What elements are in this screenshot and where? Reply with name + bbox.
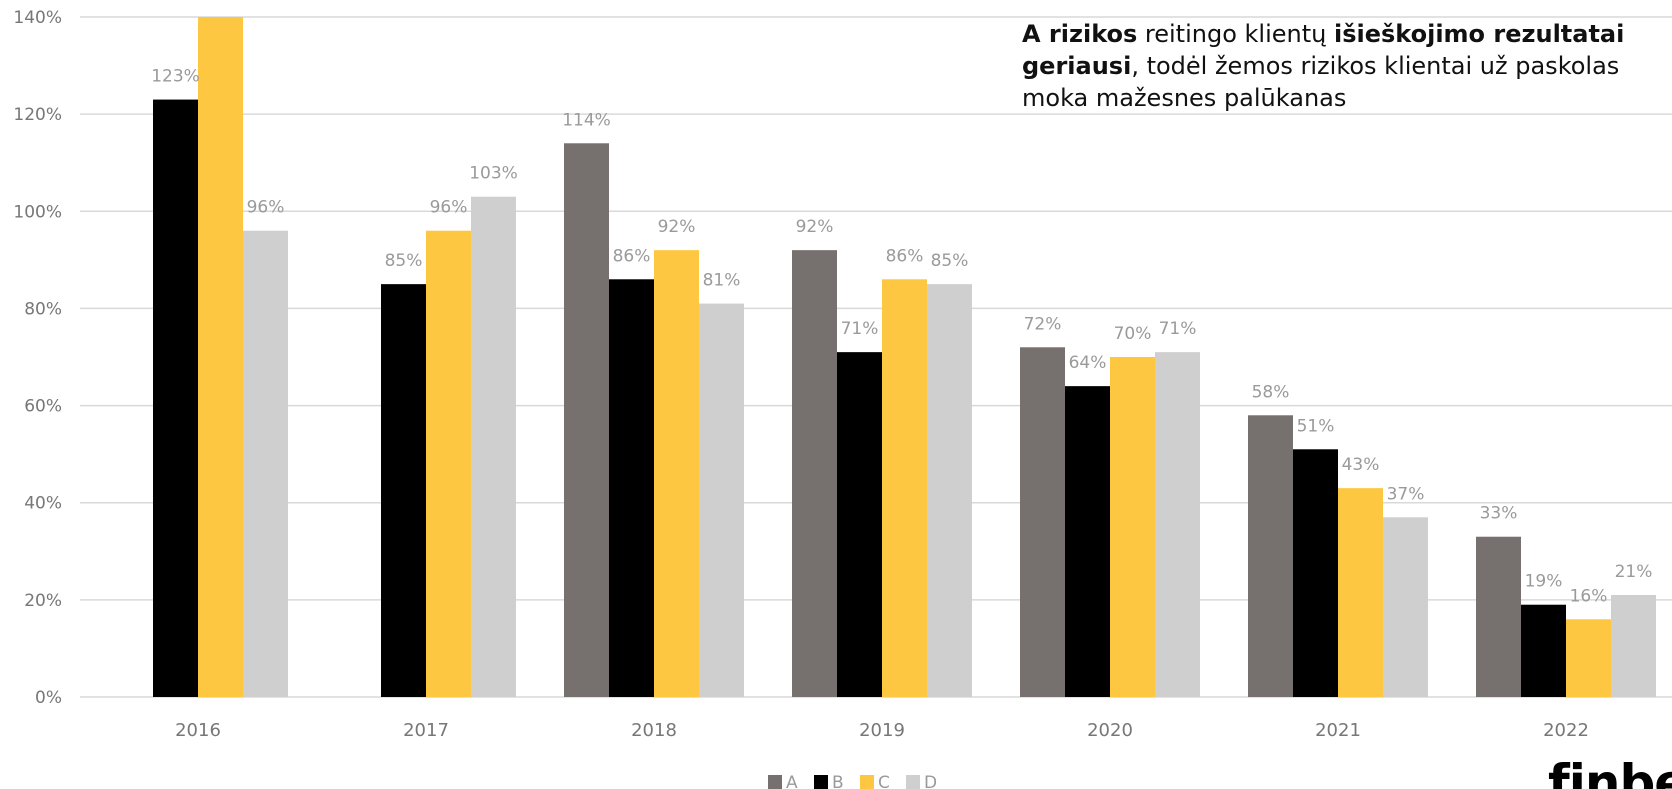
annotation-bold-2: išieškojimo rezultatai — [1333, 20, 1625, 48]
bar-d-2016 — [243, 230, 288, 697]
x-tick-label: 2022 — [1543, 720, 1589, 741]
data-label: 71% — [841, 319, 879, 339]
legend-swatch — [860, 775, 874, 789]
bar-b-2016 — [153, 99, 198, 698]
bar-a-2022 — [1476, 536, 1521, 697]
bar-c-2019 — [882, 279, 927, 697]
bar-d-2017 — [471, 196, 516, 697]
bar-c-2017 — [426, 230, 471, 697]
annotation-text-1: reitingo klientų — [1137, 20, 1334, 48]
data-label: 19% — [1525, 572, 1563, 592]
x-tick-label: 2017 — [403, 720, 449, 741]
data-label: 123% — [151, 67, 200, 87]
data-label: 81% — [703, 271, 741, 291]
bar-b-2019 — [837, 352, 882, 697]
legend-label: B — [832, 773, 844, 789]
bar-d-2019 — [927, 284, 972, 697]
data-label: 64% — [1069, 353, 1107, 373]
data-label: 114% — [562, 110, 611, 130]
x-tick-label: 2016 — [175, 720, 221, 741]
legend-label: A — [786, 773, 798, 789]
annotation-text-3: moka mažesnes palūkanas — [1022, 84, 1347, 112]
legend-label: D — [924, 773, 937, 789]
y-axis: 0% 20% 40% 60% 80% 100% 120% 140% — [13, 8, 62, 708]
bars — [153, 17, 1656, 698]
bar-d-2022 — [1611, 595, 1656, 697]
legend-swatch — [768, 775, 782, 789]
data-label: 21% — [1615, 562, 1653, 582]
annotation-bold-3: geriausi — [1022, 52, 1132, 80]
data-label: 33% — [1480, 504, 1518, 524]
data-label: 103% — [469, 164, 518, 184]
x-tick-label: 2020 — [1087, 720, 1133, 741]
annotation-text-2: , todėl žemos rizikos klientai už paskol… — [1131, 52, 1620, 80]
bar-c-2020 — [1110, 357, 1155, 697]
bar-d-2018 — [699, 303, 744, 697]
bar-b-2018 — [609, 279, 654, 697]
bar-c-2021 — [1338, 488, 1383, 697]
data-label: 58% — [1252, 382, 1290, 402]
bar-b-2022 — [1521, 604, 1566, 697]
data-label: 70% — [1114, 324, 1152, 344]
data-label: 51% — [1297, 416, 1335, 436]
x-tick-label: 2018 — [631, 720, 677, 741]
bar-b-2020 — [1065, 386, 1110, 697]
y-tick-label: 0% — [35, 688, 62, 708]
y-tick-label: 40% — [24, 494, 62, 514]
y-tick-label: 80% — [24, 299, 62, 319]
data-label: 71% — [1159, 319, 1197, 339]
data-label: 72% — [1024, 314, 1062, 334]
bar-a-2019 — [792, 250, 837, 697]
data-label: 37% — [1387, 484, 1425, 504]
brand-logo: finbee — [1548, 754, 1672, 789]
data-label: 86% — [613, 246, 651, 266]
legend-swatch — [906, 775, 920, 789]
y-tick-label: 140% — [13, 8, 62, 28]
x-tick-label: 2021 — [1315, 720, 1361, 741]
data-label: 96% — [430, 198, 468, 218]
data-labels: 123%96%85%96%103%114%86%92%81%92%71%86% 8… — [151, 67, 1652, 607]
data-label: 43% — [1342, 455, 1380, 475]
data-label: 92% — [796, 217, 834, 237]
bar-a-2020 — [1020, 347, 1065, 697]
bar-c-2022 — [1566, 619, 1611, 697]
bar-c-2018 — [654, 250, 699, 697]
data-label: 85% — [931, 251, 969, 271]
legend-label: C — [878, 773, 890, 789]
y-tick-label: 100% — [13, 202, 62, 222]
data-label: 92% — [658, 217, 696, 237]
y-tick-label: 120% — [13, 105, 62, 125]
annotation-bold-1: A rizikos — [1022, 20, 1138, 48]
y-tick-label: 60% — [24, 397, 62, 417]
bar-a-2018 — [564, 143, 609, 698]
data-label: 85% — [385, 251, 423, 271]
bar-b-2021 — [1293, 449, 1338, 697]
x-tick-label: 2019 — [859, 720, 905, 741]
data-label: 16% — [1570, 586, 1608, 606]
data-label: 86% — [886, 246, 924, 266]
bar-d-2021 — [1383, 517, 1428, 697]
data-label: 96% — [247, 198, 285, 218]
legend-swatch — [814, 775, 828, 789]
bar-d-2020 — [1155, 352, 1200, 697]
bar-a-2021 — [1248, 415, 1293, 697]
bar-b-2017 — [381, 284, 426, 697]
chart-annotation: A rizikos reitingo klientų išieškojimo r… — [1022, 18, 1672, 114]
legend: A B C D — [768, 773, 937, 789]
y-tick-label: 20% — [24, 591, 62, 611]
bar-c-2016 — [198, 17, 243, 697]
x-axis: 2016 2017 2018 2019 2020 2021 2022 — [175, 720, 1589, 741]
